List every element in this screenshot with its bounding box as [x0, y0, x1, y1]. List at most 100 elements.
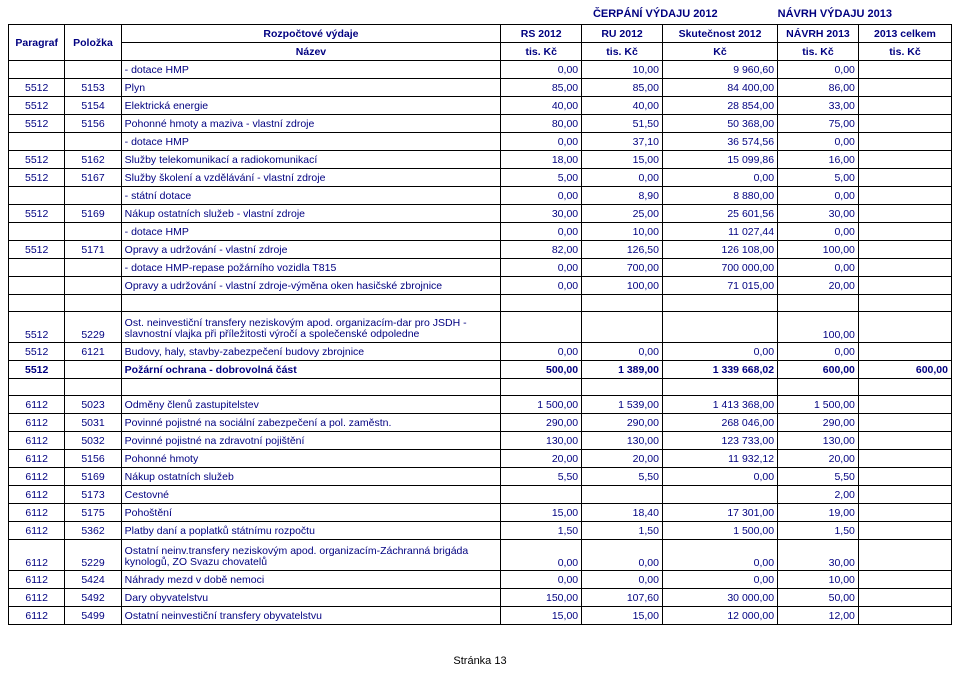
cell: [9, 259, 65, 277]
cell: 6112: [9, 414, 65, 432]
unit-skut: Kč: [662, 43, 777, 61]
table-row: 55125154Elektrická energie40,0040,0028 8…: [9, 97, 952, 115]
cell: 51,50: [582, 115, 663, 133]
cell: 50 368,00: [662, 115, 777, 133]
col-skut2012: Skutečnost 2012: [662, 25, 777, 43]
cell: 5512: [9, 205, 65, 223]
cell: 290,00: [501, 414, 582, 432]
cell: 12,00: [778, 607, 859, 625]
cell: 700 000,00: [662, 259, 777, 277]
cell: [9, 187, 65, 205]
col-navrh2013: NÁVRH 2013: [778, 25, 859, 43]
cell: Nákup ostatních služeb: [121, 468, 501, 486]
table-row: 55125156Pohonné hmoty a maziva - vlastní…: [9, 115, 952, 133]
cell: 600,00: [778, 361, 859, 379]
cell: 5169: [65, 468, 121, 486]
cell: [582, 379, 663, 396]
cell: [858, 450, 951, 468]
table-body: - dotace HMP0,0010,009 960,600,005512515…: [9, 61, 952, 625]
cell: Opravy a udržování - vlastní zdroje-výmě…: [121, 277, 501, 295]
cell: 600,00: [858, 361, 951, 379]
cell: Opravy a udržování - vlastní zdroje: [121, 241, 501, 259]
cell: [501, 486, 582, 504]
cell: [582, 295, 663, 312]
cell: 0,00: [582, 169, 663, 187]
cell: 6112: [9, 504, 65, 522]
cell: 5156: [65, 450, 121, 468]
cell: 15,00: [501, 504, 582, 522]
cell: Budovy, haly, stavby-zabezpečení budovy …: [121, 343, 501, 361]
cell: [858, 312, 951, 343]
header-row-2: Název tis. Kč tis. Kč Kč tis. Kč tis. Kč: [9, 43, 952, 61]
cell: 5031: [65, 414, 121, 432]
cell: [65, 277, 121, 295]
cell: 6112: [9, 468, 65, 486]
cell: [65, 361, 121, 379]
cell: 130,00: [778, 432, 859, 450]
cell: 5171: [65, 241, 121, 259]
cell: [778, 379, 859, 396]
cell: 268 046,00: [662, 414, 777, 432]
cell: [121, 379, 501, 396]
cell: 130,00: [501, 432, 582, 450]
cell: 17 301,00: [662, 504, 777, 522]
cell: - dotace HMP: [121, 133, 501, 151]
cell: 6112: [9, 571, 65, 589]
cell: [858, 241, 951, 259]
cell: [858, 486, 951, 504]
cell: 5512: [9, 97, 65, 115]
cell: [662, 312, 777, 343]
cell: 5512: [9, 79, 65, 97]
cell: 6112: [9, 540, 65, 571]
cell: [858, 396, 951, 414]
cell: 33,00: [778, 97, 859, 115]
cell: Náhrady mezd v době nemoci: [121, 571, 501, 589]
cell: 0,00: [662, 343, 777, 361]
unit-navrh: tis. Kč: [778, 43, 859, 61]
cell: 5154: [65, 97, 121, 115]
table-row: 61125023Odměny členů zastupitelstev1 500…: [9, 396, 952, 414]
spacer-row: [9, 379, 952, 396]
cell: 0,00: [778, 259, 859, 277]
cell: 126,50: [582, 241, 663, 259]
cell: 5173: [65, 486, 121, 504]
cell: [858, 540, 951, 571]
cell: [9, 223, 65, 241]
cell: 1 500,00: [662, 522, 777, 540]
cell: 40,00: [501, 97, 582, 115]
cell: 0,00: [501, 259, 582, 277]
cell: 123 733,00: [662, 432, 777, 450]
cell: 18,00: [501, 151, 582, 169]
table-row: - dotace HMP0,0010,0011 027,440,00: [9, 223, 952, 241]
cell: - dotace HMP-repase požárního vozidla T8…: [121, 259, 501, 277]
cell: 8 880,00: [662, 187, 777, 205]
cell: 80,00: [501, 115, 582, 133]
cell: Ostatní neinv.transfery neziskovým apod.…: [121, 540, 501, 571]
cell: 6112: [9, 607, 65, 625]
cell: 30,00: [778, 540, 859, 571]
cell: Pohoštění: [121, 504, 501, 522]
cell: 5512: [9, 115, 65, 133]
cell: [9, 277, 65, 295]
cell: 6121: [65, 343, 121, 361]
cell: 9 960,60: [662, 61, 777, 79]
cell: [858, 589, 951, 607]
cell: 6112: [9, 432, 65, 450]
cell: 0,00: [778, 133, 859, 151]
cell: 290,00: [582, 414, 663, 432]
cell: [65, 187, 121, 205]
cell: 0,00: [501, 223, 582, 241]
cell: Elektrická energie: [121, 97, 501, 115]
cell: Požární ochrana - dobrovolná část: [121, 361, 501, 379]
cell: Povinné pojistné na sociální zabezpečení…: [121, 414, 501, 432]
cell: 5492: [65, 589, 121, 607]
cell: 19,00: [778, 504, 859, 522]
cell: [662, 486, 777, 504]
cell: 0,00: [501, 187, 582, 205]
cell: 150,00: [501, 589, 582, 607]
cell: 5512: [9, 343, 65, 361]
cell: 0,00: [501, 133, 582, 151]
table-row: 61125031Povinné pojistné na sociální zab…: [9, 414, 952, 432]
cell: - dotace HMP: [121, 61, 501, 79]
cell: Odměny členů zastupitelstev: [121, 396, 501, 414]
